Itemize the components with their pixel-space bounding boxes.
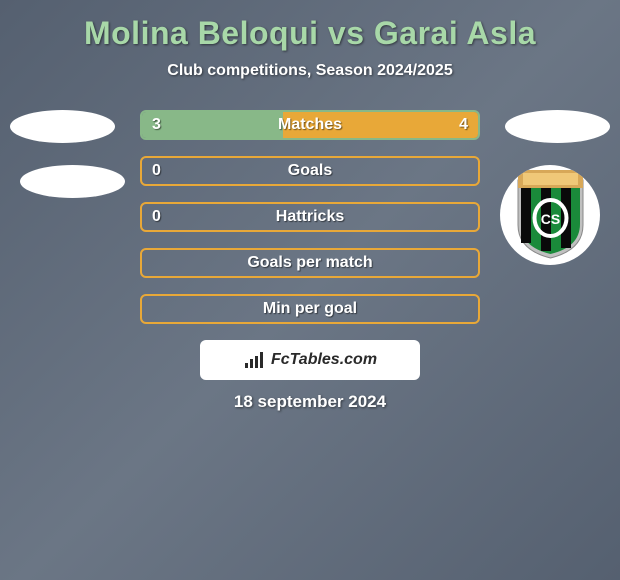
main-container: Molina Beloqui vs Garai Asla Club compet… <box>0 0 620 422</box>
bar-label: Hattricks <box>276 208 344 226</box>
chart-icon <box>243 351 265 369</box>
bar-row-goals-per-match: Goals per match <box>140 248 480 278</box>
bar-label: Goals <box>288 162 332 180</box>
page-title: Molina Beloqui vs Garai Asla <box>0 15 620 52</box>
comparison-bars: 3 Matches 4 0 Goals 0 Hattricks Goals pe… <box>140 110 480 324</box>
bar-row-hattricks: 0 Hattricks <box>140 202 480 232</box>
attribution-label: FcTables.com <box>271 351 377 369</box>
club-badge-right: CS <box>500 165 600 265</box>
club-crest-icon: CS <box>513 170 588 260</box>
svg-text:CS: CS <box>540 211 559 227</box>
bar-row-min-per-goal: Min per goal <box>140 294 480 324</box>
bar-value-left: 0 <box>152 208 161 226</box>
bar-label: Goals per match <box>247 254 372 272</box>
attribution-badge: FcTables.com <box>200 340 420 380</box>
bar-row-goals: 0 Goals <box>140 156 480 186</box>
bar-label: Min per goal <box>263 300 357 318</box>
bar-value-left: 3 <box>152 116 161 134</box>
player-badge-left-top <box>10 110 115 143</box>
bar-value-right: 4 <box>459 116 468 134</box>
stats-area: CS 3 Matches 4 0 Goals 0 Hattricks <box>0 110 620 412</box>
bar-fill-left <box>142 112 283 138</box>
bar-value-left: 0 <box>152 162 161 180</box>
bar-row-matches: 3 Matches 4 <box>140 110 480 140</box>
player-badge-left-bottom <box>20 165 125 198</box>
footer-date: 18 september 2024 <box>10 392 610 412</box>
player-badge-right-top <box>505 110 610 143</box>
page-subtitle: Club competitions, Season 2024/2025 <box>0 62 620 80</box>
bar-label: Matches <box>278 116 342 134</box>
